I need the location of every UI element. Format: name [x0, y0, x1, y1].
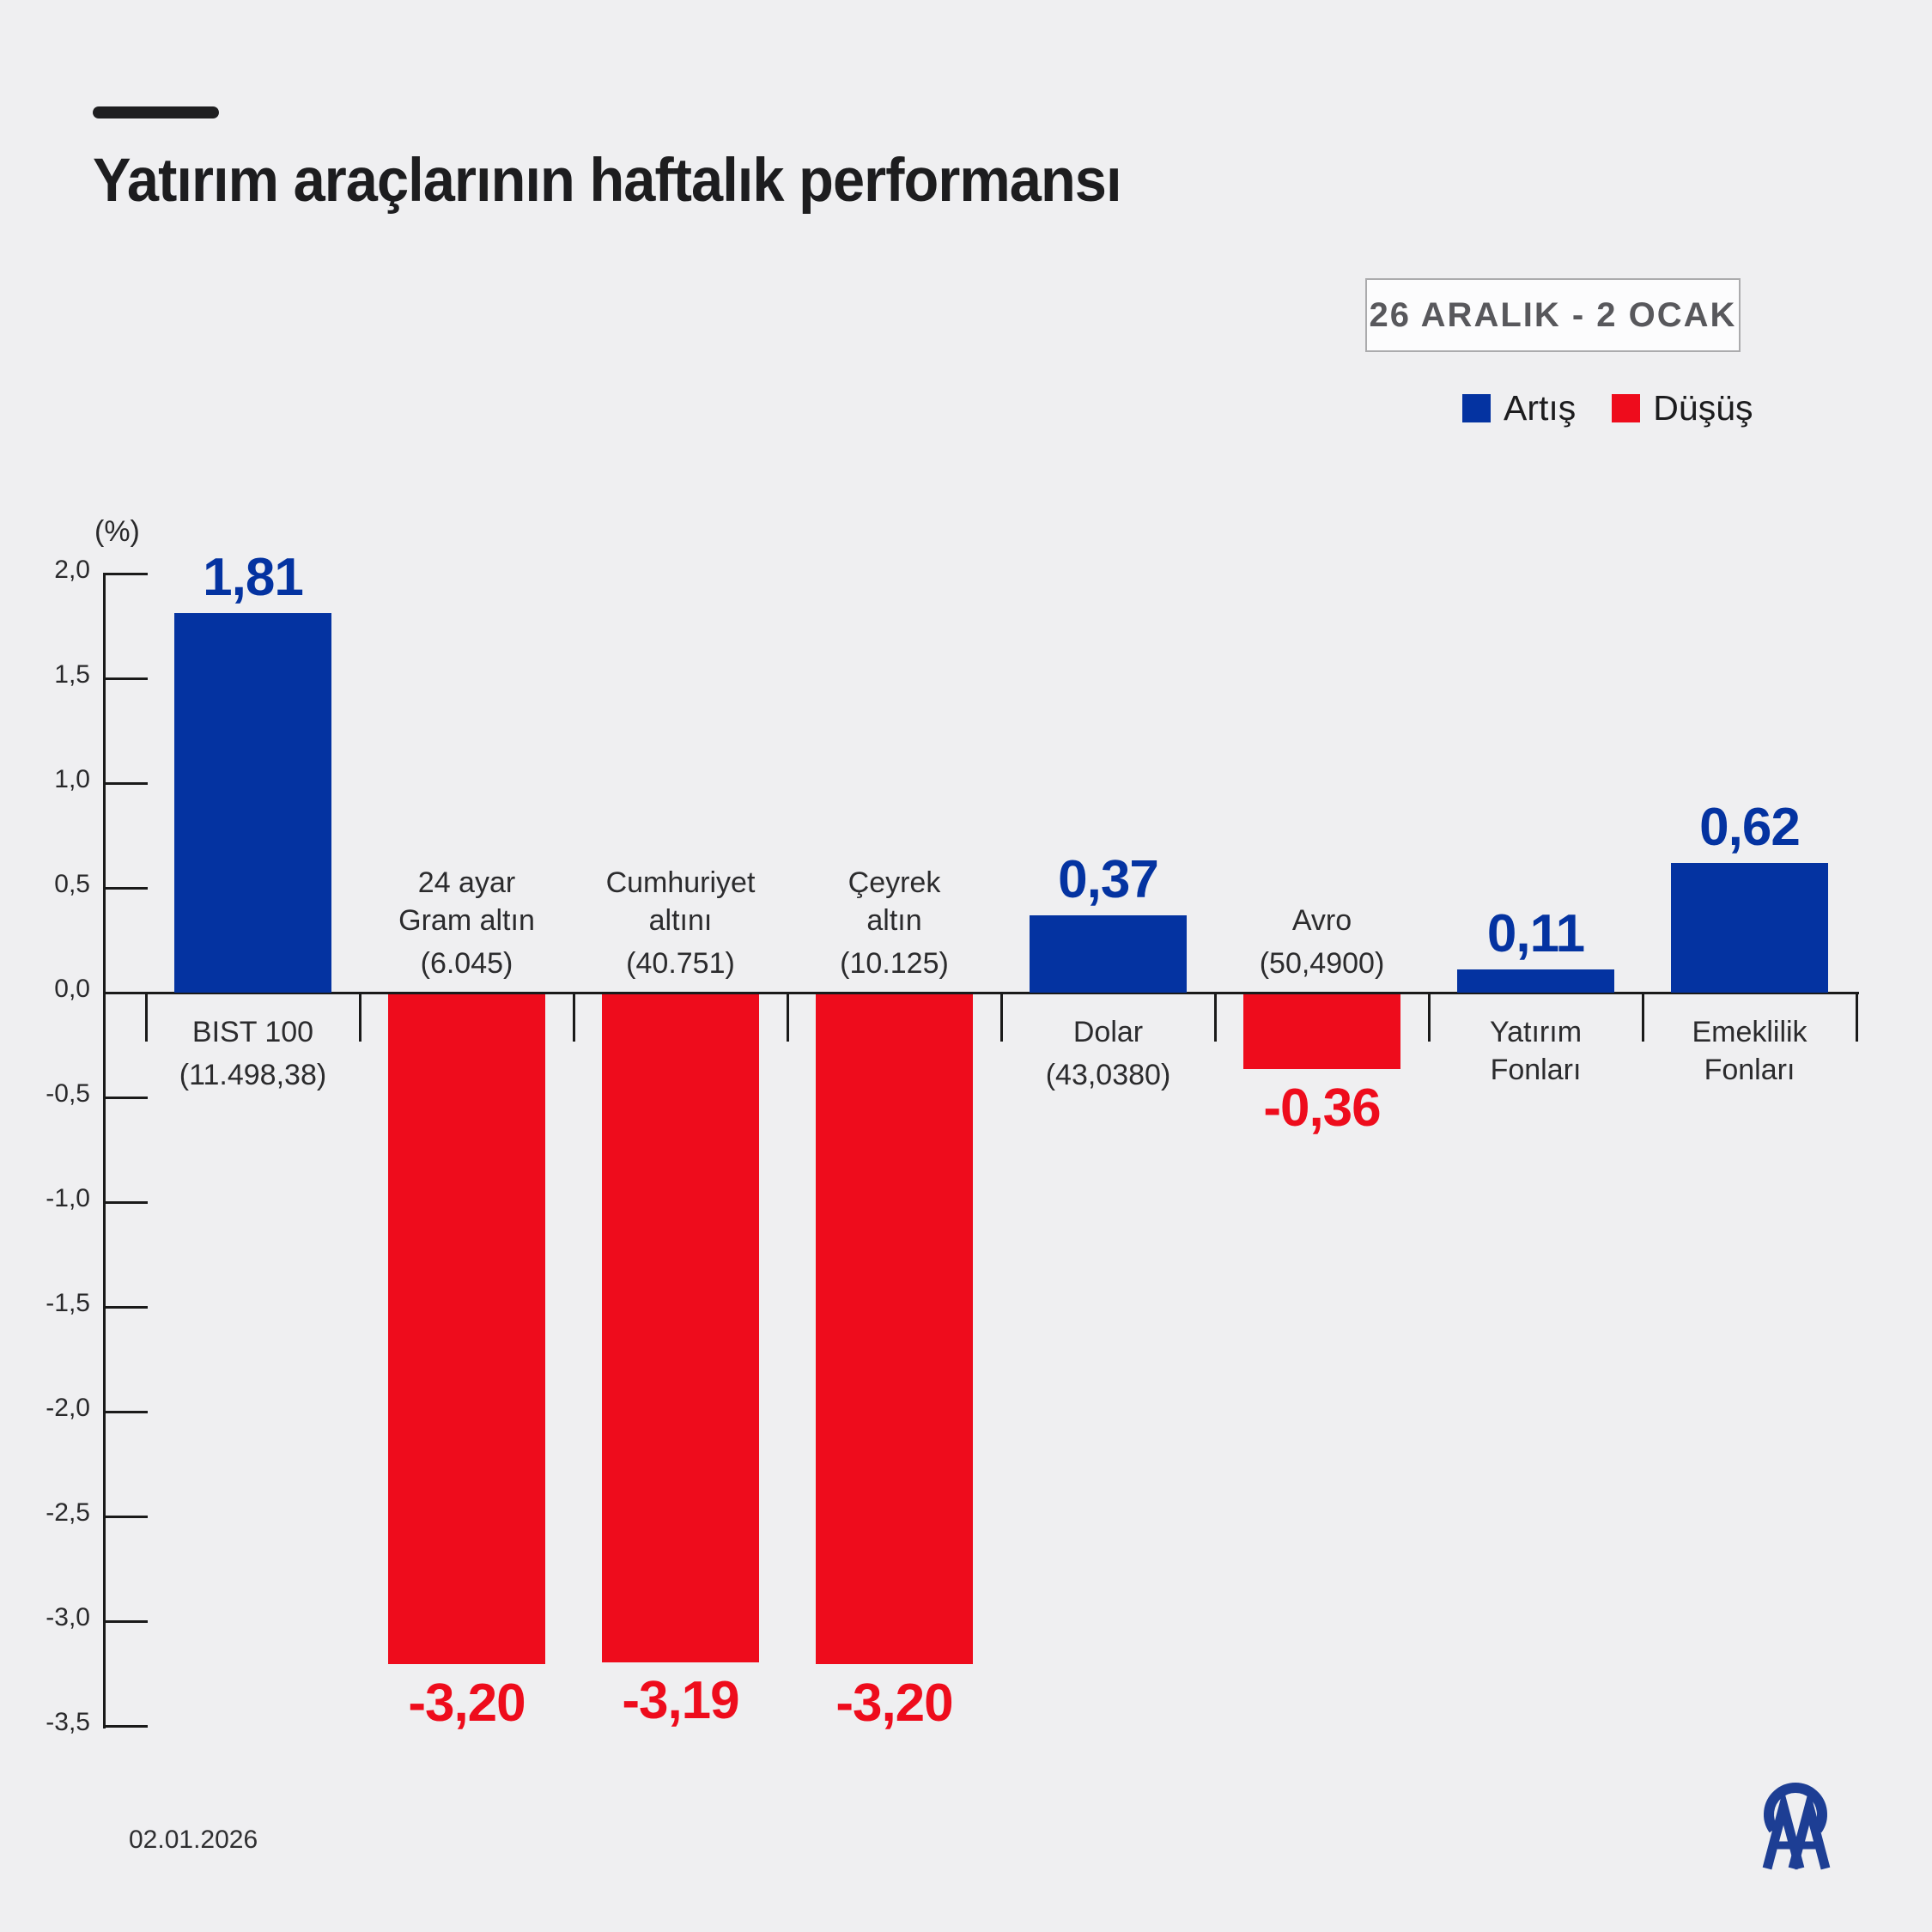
category-label: Yatırım Fonları — [1416, 1013, 1656, 1089]
category-label: Dolar (43,0380) — [988, 1013, 1229, 1094]
category-boundary-tick — [573, 993, 575, 1042]
category-boundary-tick — [145, 993, 148, 1042]
date-range-box: 26 ARALIK - 2 OCAK — [1365, 278, 1741, 352]
y-axis-tick — [103, 1097, 148, 1099]
bar-value-label: 0,62 — [1699, 797, 1801, 857]
y-tick-label: 0,0 — [54, 975, 90, 1003]
category-label: BIST 100 (11.498,38) — [133, 1013, 374, 1094]
y-axis-tick — [103, 677, 148, 680]
category-boundary-tick — [1428, 993, 1431, 1042]
category-label-line: BIST 100 — [191, 1016, 314, 1048]
y-tick-label: 1,0 — [54, 765, 90, 793]
y-axis-tick — [103, 1201, 148, 1204]
y-axis-unit-label: (%) — [94, 515, 140, 548]
aa-logo-ring — [1764, 1783, 1827, 1833]
bar-value-label: -0,36 — [1263, 1078, 1381, 1138]
category-label: Çeyrek altın (10.125) — [775, 864, 1015, 982]
category-boundary-tick — [1000, 993, 1003, 1042]
legend-item-increase: Artış — [1462, 388, 1576, 428]
category-label-line: Fonları — [1490, 1054, 1582, 1086]
decrease-swatch-icon — [1612, 394, 1641, 422]
bar-value-label: -3,19 — [622, 1671, 739, 1731]
legend: Artış Düşüş — [1462, 388, 1753, 428]
category-label-line: Emeklilik — [1692, 1016, 1807, 1048]
y-tick-label: -0,5 — [46, 1079, 90, 1108]
category-boundary-tick — [1642, 993, 1644, 1042]
category-label-line: (40.751) — [626, 947, 735, 980]
y-tick-label: -1,5 — [46, 1289, 90, 1317]
category-boundary-tick — [359, 993, 361, 1042]
bar-value-label: 0,37 — [1058, 849, 1159, 909]
aa-logo — [1762, 1783, 1831, 1870]
y-tick-label: 0,5 — [54, 870, 90, 898]
category-label-line: Çeyrek — [848, 866, 941, 899]
bar-1 — [174, 613, 331, 993]
y-axis-tick — [103, 1725, 148, 1728]
category-label: Emeklilik Fonları — [1630, 1013, 1870, 1089]
y-axis-tick — [103, 1516, 148, 1518]
category-label-line: 24 ayar — [417, 866, 516, 899]
bar-8 — [1671, 862, 1828, 993]
category-label-line: (50,4900) — [1259, 947, 1385, 980]
legend-item-decrease: Düşüş — [1612, 388, 1753, 428]
category-label: 24 ayar Gram altın (6.045) — [347, 864, 587, 982]
category-label-line: Dolar — [1072, 1016, 1144, 1048]
y-tick-label: -3,0 — [46, 1603, 90, 1631]
bar-4 — [816, 993, 973, 1665]
category-label: Cumhuriyet altını (40.751) — [561, 864, 801, 982]
category-label-line: altın — [866, 904, 922, 937]
category-label-line: Gram altın — [398, 904, 535, 937]
y-axis-tick — [103, 1306, 148, 1309]
title-accent-dash — [93, 106, 219, 118]
category-boundary-tick — [787, 993, 789, 1042]
category-label-line: Yatırım — [1489, 1016, 1583, 1048]
legend-increase-label: Artış — [1504, 388, 1577, 428]
category-boundary-tick — [1856, 993, 1858, 1042]
y-axis-tick — [103, 1411, 148, 1413]
y-axis-tick — [103, 887, 148, 890]
category-label-line: (6.045) — [420, 947, 513, 980]
category-label-line: (11.498,38) — [179, 1059, 327, 1091]
bar-7 — [1457, 969, 1614, 993]
increase-swatch-icon — [1462, 394, 1491, 422]
y-axis-tick — [103, 573, 148, 575]
footer-date: 02.01.2026 — [129, 1826, 258, 1854]
category-label-line: altını — [648, 904, 713, 937]
category-label-line: Fonları — [1704, 1054, 1795, 1086]
bar-value-label: -3,20 — [835, 1673, 953, 1733]
category-label-line: Avro — [1291, 904, 1352, 937]
y-tick-label: 2,0 — [54, 556, 90, 584]
x-axis-baseline — [103, 991, 1859, 994]
y-tick-label: 1,5 — [54, 660, 90, 689]
bar-6 — [1243, 993, 1400, 1070]
legend-decrease-label: Düşüş — [1653, 388, 1753, 428]
page-title: Yatırım araçlarının haftalık performansı — [93, 147, 1121, 215]
bar-5 — [1030, 914, 1187, 993]
bar-value-label: -3,20 — [408, 1673, 526, 1733]
y-axis-tick — [103, 782, 148, 785]
bar-value-label: 1,81 — [203, 548, 304, 608]
y-tick-label: -3,5 — [46, 1708, 90, 1736]
y-tick-label: -2,0 — [46, 1394, 90, 1422]
y-axis-line — [103, 574, 106, 1728]
category-label-line: (10.125) — [840, 947, 949, 980]
date-range-label: 26 ARALIK - 2 OCAK — [1369, 295, 1737, 334]
aa-logo-right-a — [1788, 1788, 1831, 1870]
y-axis-tick — [103, 1620, 148, 1623]
bar-value-label: 0,11 — [1486, 904, 1585, 964]
y-tick-label: -1,0 — [46, 1184, 90, 1212]
category-label: Avro (50,4900) — [1202, 902, 1443, 982]
category-label-line: (43,0380) — [1045, 1059, 1171, 1091]
y-tick-label: -2,5 — [46, 1498, 90, 1527]
category-boundary-tick — [1214, 993, 1217, 1042]
category-label-line: Cumhuriyet — [605, 866, 756, 899]
bar-2 — [388, 993, 545, 1665]
bar-3 — [602, 993, 759, 1662]
